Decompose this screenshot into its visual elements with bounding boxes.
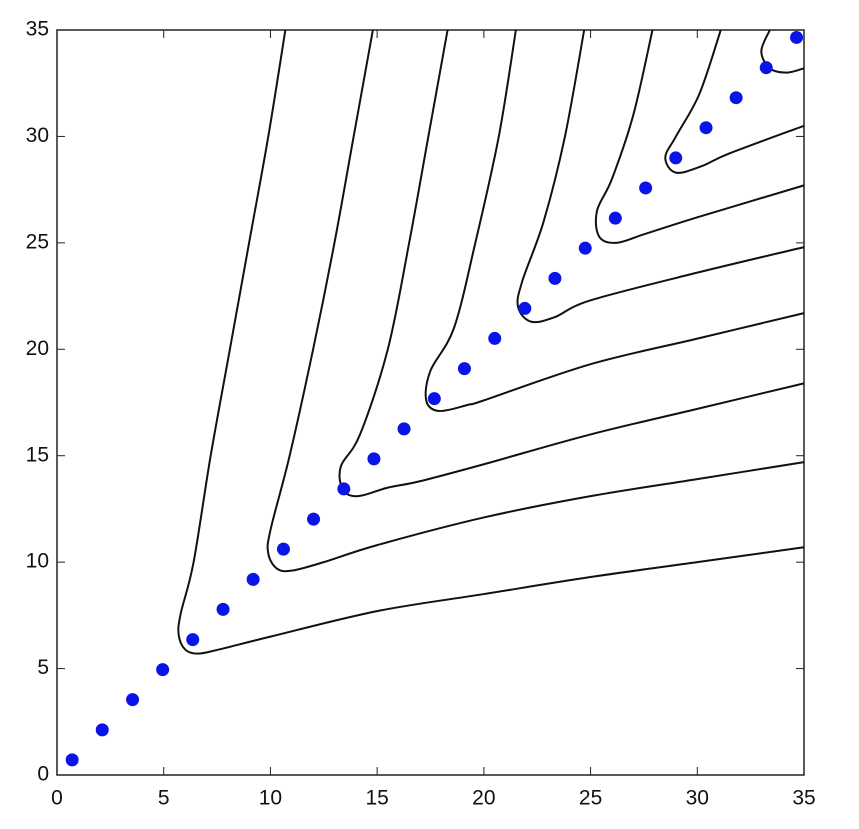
point xyxy=(65,753,79,767)
x-tick-label: 35 xyxy=(792,787,815,810)
y-tick-label: 15 xyxy=(26,443,49,466)
contour-line xyxy=(664,29,805,174)
contour-line xyxy=(594,29,805,244)
point xyxy=(276,542,290,556)
x-tick-label: 25 xyxy=(579,787,602,810)
contour-line xyxy=(516,29,805,324)
point xyxy=(246,572,260,586)
y-tick-label: 30 xyxy=(26,124,49,147)
x-tick-label: 20 xyxy=(472,787,495,810)
point xyxy=(759,61,773,75)
point xyxy=(397,422,411,436)
x-tick-label: 5 xyxy=(158,787,170,810)
point xyxy=(729,91,743,105)
y-tick-label: 10 xyxy=(26,550,49,573)
point xyxy=(427,392,441,406)
point xyxy=(608,211,622,225)
point xyxy=(337,482,351,496)
contour-line xyxy=(338,29,805,498)
point xyxy=(639,181,653,195)
y-tick-label: 0 xyxy=(37,763,49,786)
point xyxy=(548,271,562,285)
x-tick-label: 10 xyxy=(259,787,282,810)
point xyxy=(367,452,381,466)
point xyxy=(488,331,502,345)
point xyxy=(790,30,804,44)
point xyxy=(669,151,683,165)
y-tick-label: 25 xyxy=(26,230,49,253)
point xyxy=(186,633,200,647)
x-tick-label: 0 xyxy=(51,787,63,810)
contour-line xyxy=(177,29,805,655)
point xyxy=(307,512,321,526)
point xyxy=(95,723,109,737)
contour-line xyxy=(424,29,805,413)
y-tick-label: 20 xyxy=(26,337,49,360)
point xyxy=(126,693,140,707)
point xyxy=(216,602,230,616)
point xyxy=(518,301,532,315)
contour-line xyxy=(266,29,805,573)
point xyxy=(457,362,471,376)
y-tick-label: 35 xyxy=(26,18,49,41)
x-tick-label: 30 xyxy=(686,787,709,810)
point xyxy=(699,121,713,135)
point xyxy=(578,241,592,255)
x-tick-label: 15 xyxy=(365,787,388,810)
point xyxy=(156,663,170,677)
y-tick-label: 5 xyxy=(37,656,49,679)
